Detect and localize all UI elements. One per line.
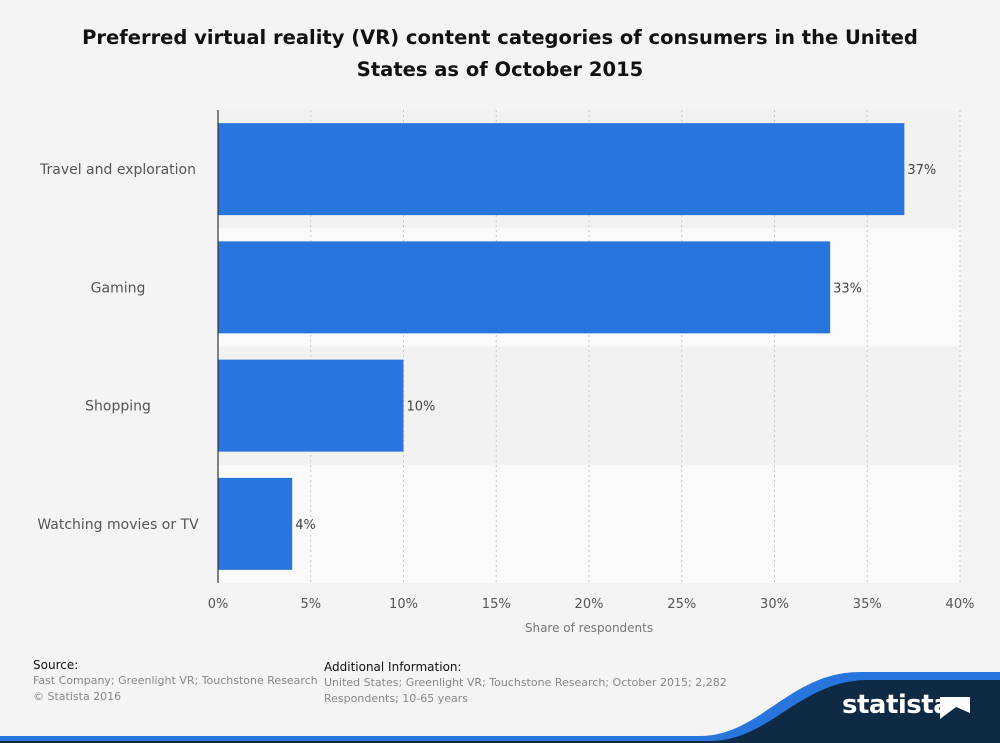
- data-label: 10%: [407, 400, 436, 415]
- category-label: Gaming: [91, 280, 146, 296]
- x-tick-labels: 0% 5% 10% 15% 20% 25% 30% 35% 40%: [208, 597, 975, 612]
- category-label: Travel and exploration: [39, 162, 196, 178]
- x-tick-label: 0%: [208, 597, 229, 612]
- statista-logo-text[interactable]: statista: [842, 690, 951, 720]
- category-label: Watching movies or TV: [37, 517, 199, 533]
- additional-info-heading: Additional Information:: [324, 660, 462, 674]
- x-tick-label: 10%: [389, 597, 418, 612]
- x-axis-title: Share of respondents: [525, 621, 653, 635]
- additional-info-block: Additional Information: United States; G…: [324, 659, 744, 707]
- x-tick-label: 30%: [760, 597, 789, 612]
- statista-logo-icon: [940, 697, 970, 723]
- brand-accent-swoosh: [0, 672, 1000, 743]
- bar: [218, 241, 831, 334]
- x-tick-label: 35%: [853, 597, 882, 612]
- data-label: 4%: [295, 518, 316, 533]
- bar: [218, 123, 905, 216]
- data-label: 37%: [907, 163, 936, 178]
- source-line: Fast Company; Greenlight VR; Touchstone …: [33, 674, 318, 687]
- source-heading: Source:: [33, 658, 79, 672]
- bars: [218, 123, 905, 570]
- source-block: Source: Fast Company; Greenlight VR; Tou…: [33, 657, 323, 705]
- data-label: 33%: [833, 281, 862, 296]
- x-tick-label: 5%: [300, 597, 321, 612]
- row-band: [218, 464, 960, 583]
- x-tick-label: 15%: [482, 597, 511, 612]
- additional-info-line: United States; Greenlight VR; Touchstone…: [324, 676, 727, 689]
- brand-dark-swoosh: [0, 680, 1000, 743]
- gridlines: [310, 110, 961, 583]
- x-tick-label: 20%: [575, 597, 604, 612]
- bar: [218, 477, 293, 570]
- bar: [218, 359, 404, 452]
- copyright-line: © Statista 2016: [33, 690, 122, 703]
- data-labels: 37% 33% 10% 4%: [295, 163, 936, 533]
- x-tick-label: 25%: [667, 597, 696, 612]
- category-label: Shopping: [85, 399, 151, 415]
- x-tick-label: 40%: [946, 597, 975, 612]
- additional-info-line: Respondents; 10-65 years: [324, 692, 469, 705]
- category-labels: Travel and exploration Gaming Shopping Watc…: [37, 162, 199, 533]
- chart-title: Preferred virtual reality (VR) content c…: [82, 26, 918, 81]
